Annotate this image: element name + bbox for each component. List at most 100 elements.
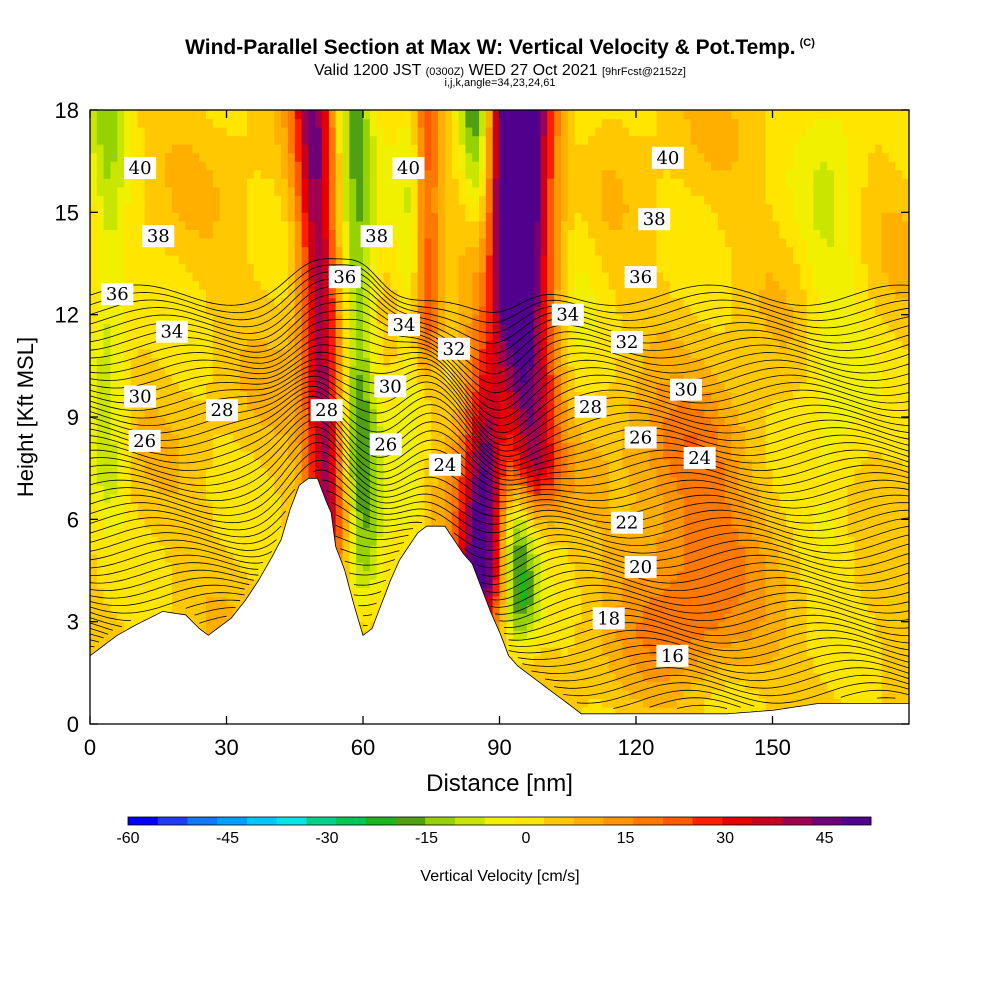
field-cell-4862 xyxy=(547,391,555,401)
field-cell-2369 xyxy=(308,161,316,171)
field-cell-3138 xyxy=(383,357,391,367)
field-cell-1264 xyxy=(206,374,214,384)
field-cell-2283 xyxy=(301,280,309,290)
field-cell-4953 xyxy=(554,229,562,239)
field-cell-2219 xyxy=(294,212,303,222)
field-cell-4727 xyxy=(533,314,542,324)
field-cell-2901 xyxy=(363,536,371,546)
field-cell-4310 xyxy=(492,186,501,196)
field-cell-3659 xyxy=(431,212,439,222)
field-cell-3639 xyxy=(431,382,439,393)
field-cell-1004 xyxy=(178,135,187,145)
field-cell-1905 xyxy=(267,434,275,444)
field-cell-1430 xyxy=(219,186,228,196)
field-cell-3265 xyxy=(397,502,405,512)
field-cell-4909 xyxy=(554,604,562,614)
field-cell-103 xyxy=(96,451,105,461)
field-cell-3382 xyxy=(403,118,412,128)
field-cell-1353 xyxy=(212,229,221,239)
field-cell-1486 xyxy=(226,323,234,333)
field-cell-4306 xyxy=(492,220,501,230)
field-cell-4867 xyxy=(547,348,555,358)
field-cell-381 xyxy=(124,536,132,546)
field-cell-1036 xyxy=(185,476,193,486)
field-cell-694 xyxy=(151,323,159,333)
field-cell-1248 xyxy=(206,510,214,520)
field-cell-4293 xyxy=(492,331,501,341)
field-cell-4530 xyxy=(513,152,521,162)
field-cell-3238 xyxy=(390,118,398,128)
field-cell-2570 xyxy=(328,289,337,299)
field-cell-2405 xyxy=(315,468,323,478)
field-cell-3708 xyxy=(438,408,446,418)
field-cell-2516 xyxy=(322,135,330,145)
field-cell-4882 xyxy=(547,220,555,230)
field-cell-418 xyxy=(124,220,132,230)
field-cell-1072 xyxy=(185,169,193,179)
field-cell-275 xyxy=(110,212,118,222)
field-cell-1340 xyxy=(212,340,221,350)
field-cell-181 xyxy=(103,399,112,410)
field-cell-3732 xyxy=(438,203,446,213)
field-cell-2893 xyxy=(363,604,371,614)
field-cell-2214 xyxy=(294,254,303,265)
field-cell-4012 xyxy=(465,272,473,282)
field-cell-976 xyxy=(178,374,187,384)
field-cell-972 xyxy=(178,408,187,418)
field-cell-226 xyxy=(110,630,118,640)
field-cell-4837 xyxy=(547,604,555,614)
field-cell-4313 xyxy=(492,161,501,171)
field-cell-1621 xyxy=(240,399,248,410)
field-cell-1839 xyxy=(260,382,269,393)
field-cell-1563 xyxy=(233,280,241,290)
field-cell-2348 xyxy=(308,340,316,350)
field-cell-2506 xyxy=(322,220,330,230)
field-cell-752 xyxy=(158,442,166,452)
field-cell-2618 xyxy=(335,493,344,503)
field-cell-1168 xyxy=(199,579,207,589)
field-cell-2864 xyxy=(356,237,364,248)
field-cell-3194 xyxy=(390,493,398,503)
field-cell-3144 xyxy=(383,306,391,316)
field-cell-2805 xyxy=(349,127,357,137)
field-cell-1213 xyxy=(199,195,207,205)
field-cell-1541 xyxy=(233,468,241,478)
field-cell-2060 xyxy=(281,340,289,350)
field-cell-718 xyxy=(151,118,159,128)
field-cell-394 xyxy=(124,425,132,435)
field-cell-4420 xyxy=(506,476,514,486)
field-cell-894 xyxy=(171,459,180,469)
field-cell-429 xyxy=(124,127,132,137)
field-cell-130 xyxy=(96,220,105,230)
field-cell-4203 xyxy=(485,485,494,495)
field-cell-789 xyxy=(158,127,166,137)
field-cell-1507 xyxy=(226,144,234,154)
field-cell-693 xyxy=(151,331,159,341)
field-cell-2138 xyxy=(287,289,296,299)
field-cell-1166 xyxy=(199,596,207,606)
field-cell-924 xyxy=(171,203,180,213)
field-cell-3053 xyxy=(376,468,385,478)
field-cell-3268 xyxy=(397,476,405,486)
field-cell-4529 xyxy=(513,161,521,171)
field-cell-312 xyxy=(117,510,125,520)
field-cell-252 xyxy=(110,408,118,418)
field-cell-4759 xyxy=(540,655,548,665)
field-cell-3072 xyxy=(376,306,385,316)
field-cell-4430 xyxy=(506,391,514,401)
field-cell-4458 xyxy=(506,152,514,162)
field-cell-3420 xyxy=(410,408,419,418)
field-cell-3078 xyxy=(376,254,385,265)
field-cell-3725 xyxy=(438,263,446,273)
field-cell-3426 xyxy=(410,357,419,367)
field-cell-3502 xyxy=(417,323,426,333)
field-cell-4619 xyxy=(526,621,535,631)
field-cell-12 xyxy=(90,613,98,623)
field-cell-1931 xyxy=(267,212,275,222)
field-cell-1210 xyxy=(199,220,207,230)
field-cell-935 xyxy=(171,110,180,120)
field-cell-1598 xyxy=(240,596,248,606)
valid-date: WED 27 Oct 2021 xyxy=(468,62,598,79)
field-cell-1761 xyxy=(253,434,262,444)
field-cell-3021 xyxy=(369,127,378,137)
